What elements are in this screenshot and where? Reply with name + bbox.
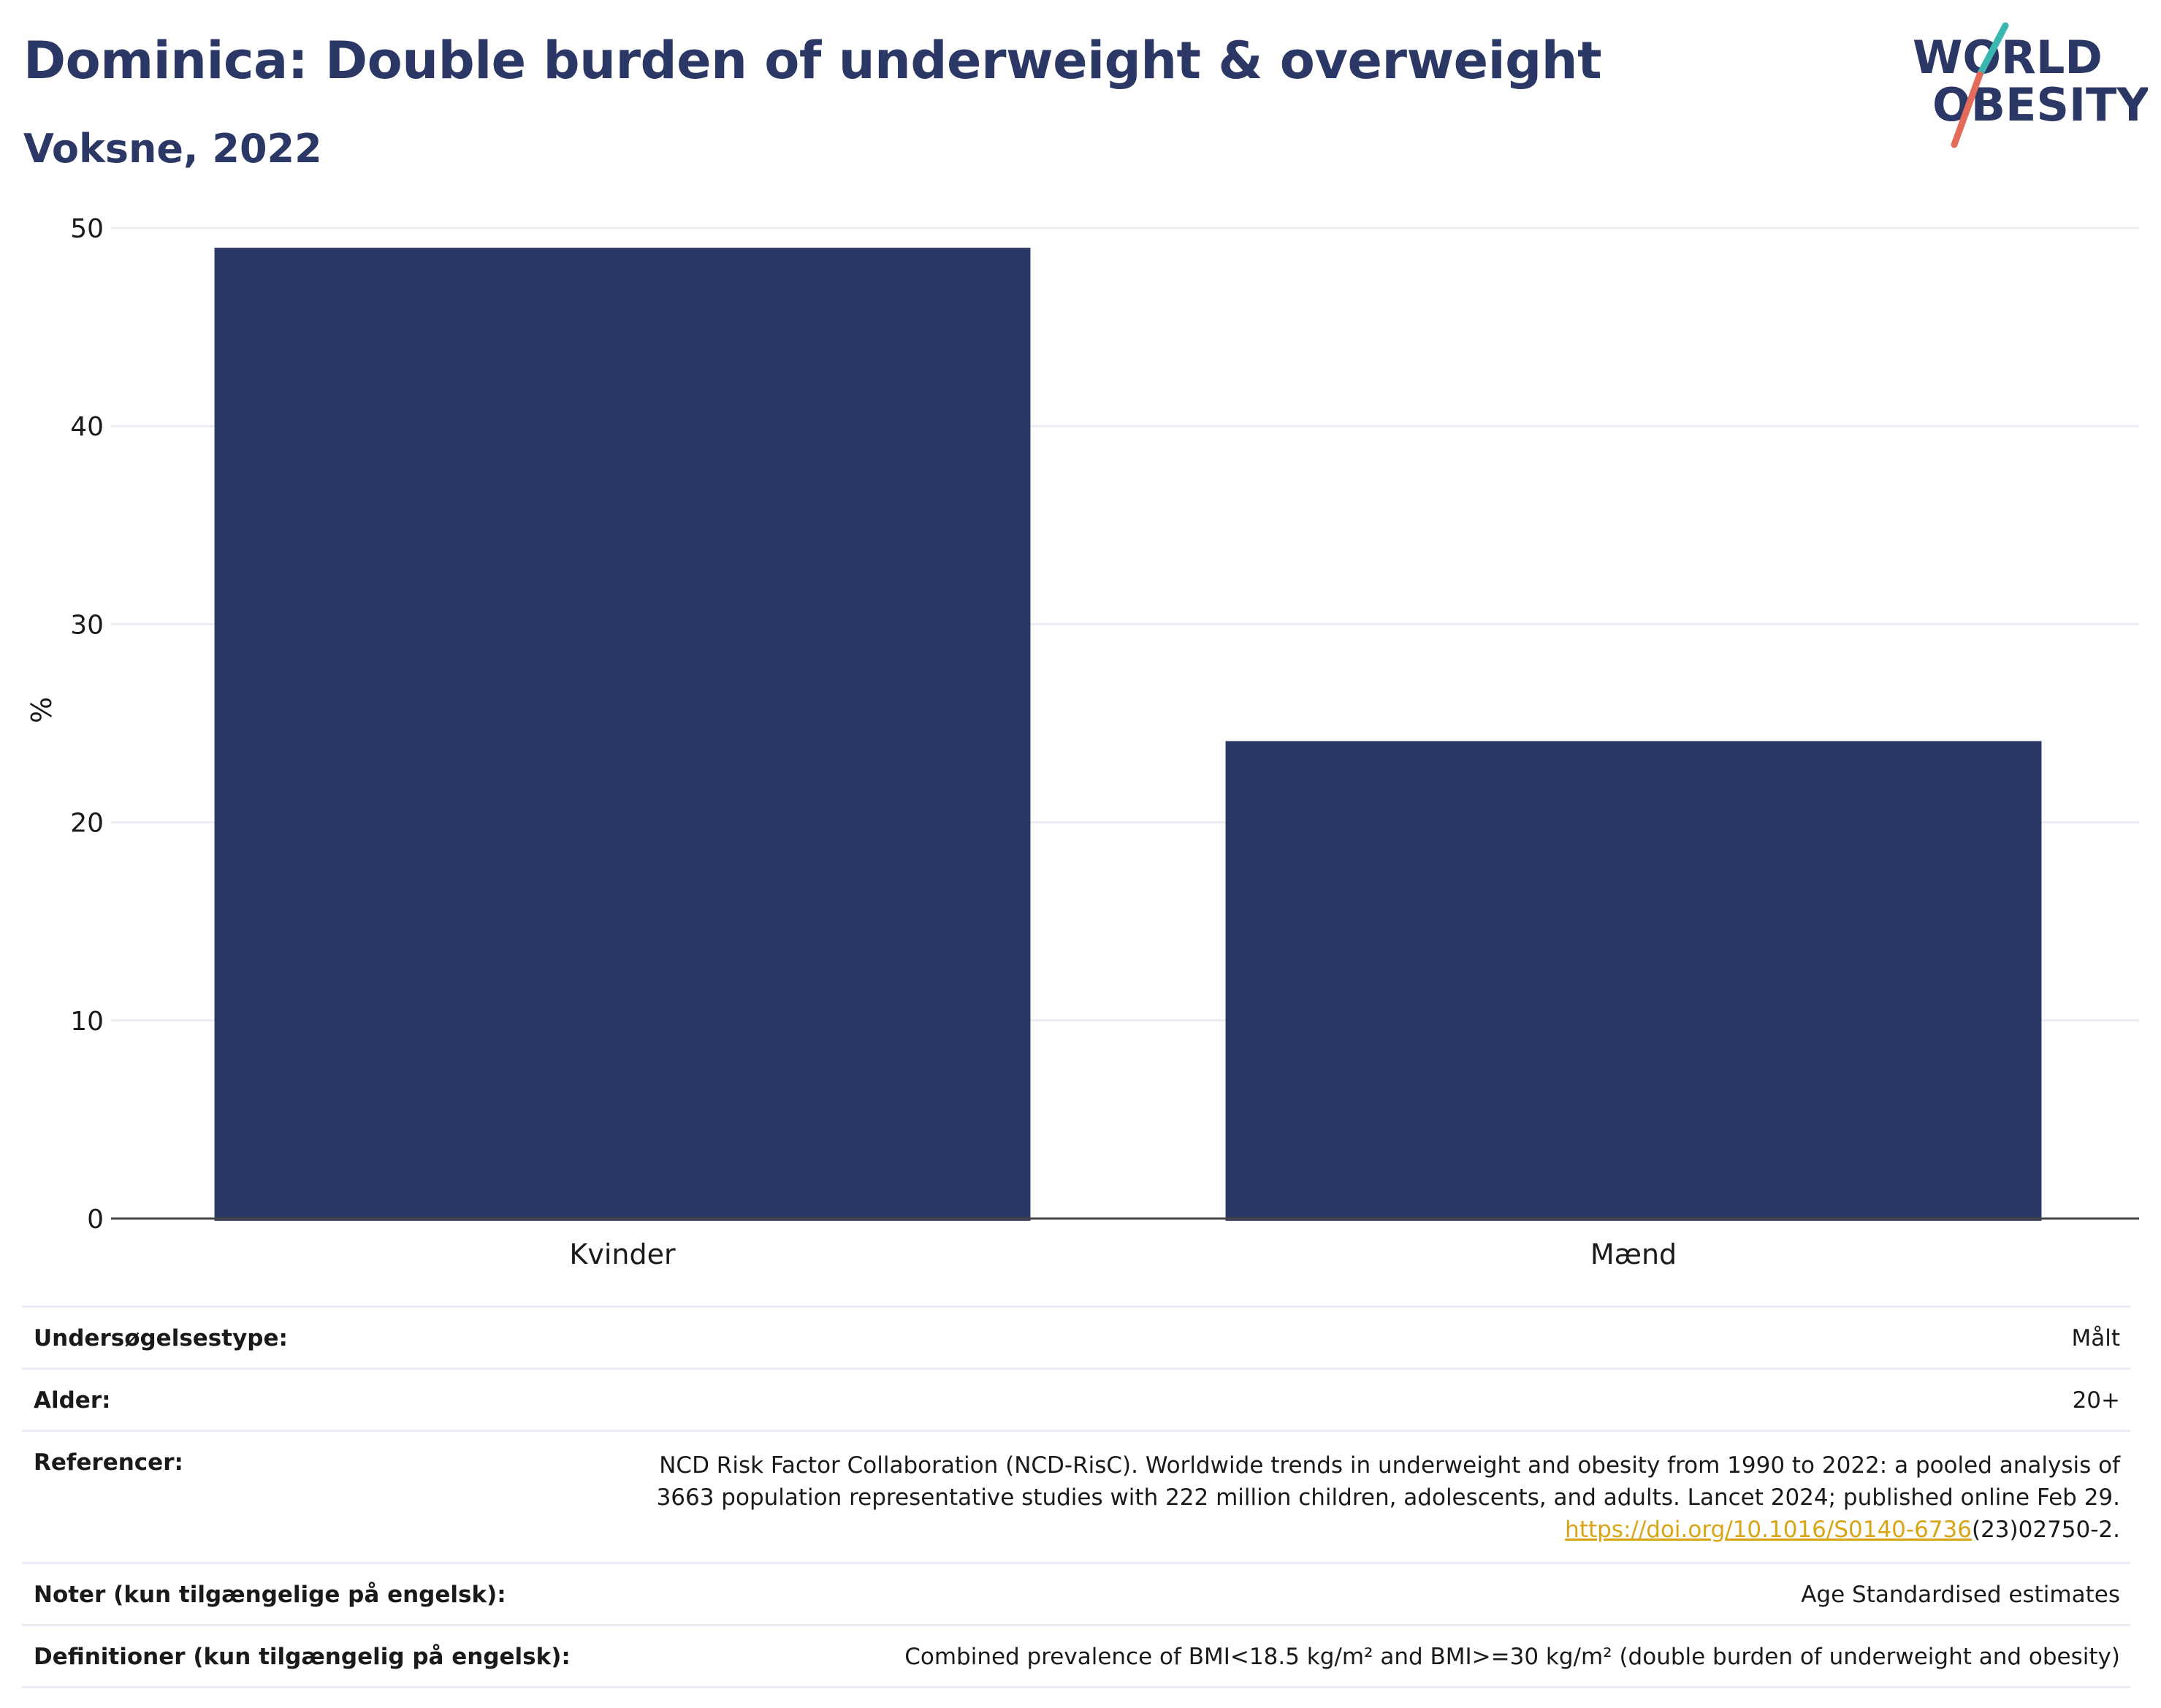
meta-value: NCD Risk Factor Collaboration (NCD-RisC)… <box>657 1449 2120 1546</box>
logo-slash-bottom <box>1951 71 1983 148</box>
y-tick-label: 20 <box>70 809 104 839</box>
bar-chart: 0 10 20 30 40 50 Kvinder Mænd % <box>26 214 2139 1270</box>
bar-kvinder <box>214 248 1031 1221</box>
meta-label: Noter (kun tilgængelige på engelsk): <box>34 1582 506 1608</box>
reference-line-1: NCD Risk Factor Collaboration (NCD-RisC)… <box>659 1452 2120 1479</box>
meta-row-references: Referencer: NCD Risk Factor Collaboratio… <box>22 1430 2130 1562</box>
logo-slash-top <box>1976 22 2009 78</box>
meta-label: Referencer: <box>34 1449 183 1476</box>
y-tick-label: 40 <box>70 412 104 442</box>
x-tick-labels: Kvinder Mænd <box>569 1238 1677 1270</box>
y-tick-label: 10 <box>70 1007 104 1037</box>
reference-doi-link[interactable]: https://doi.org/10.1016/S0140-6736 <box>1565 1517 1972 1543</box>
meta-value: Målt <box>2071 1325 2120 1351</box>
meta-row-survey-type: Undersøgelsestype: Målt <box>22 1305 2130 1368</box>
x-tick-label: Mænd <box>1590 1238 1677 1270</box>
chart-subtitle: Voksne, 2022 <box>23 126 322 172</box>
y-axis-label: % <box>26 697 58 723</box>
meta-label: Undersøgelsestype: <box>34 1325 288 1351</box>
meta-label: Definitioner (kun tilgængelig på engelsk… <box>34 1644 571 1670</box>
y-tick-label: 0 <box>87 1205 104 1235</box>
x-tick-label: Kvinder <box>569 1238 676 1270</box>
meta-value: Age Standardised estimates <box>1801 1582 2120 1608</box>
meta-value: 20+ <box>2072 1387 2120 1414</box>
chart-title: Dominica: Double burden of underweight &… <box>23 31 1602 91</box>
y-tick-label: 50 <box>70 214 104 244</box>
meta-label: Alder: <box>34 1387 111 1414</box>
bars <box>214 248 2042 1221</box>
meta-row-notes: Noter (kun tilgængelige på engelsk): Age… <box>22 1562 2130 1624</box>
logo-line1: WORLD <box>1913 31 2103 84</box>
meta-value: Combined prevalence of BMI<18.5 kg/m² an… <box>904 1644 2120 1670</box>
world-obesity-logo: WORLD OBESITY <box>1913 22 2148 148</box>
bar-maend <box>1225 741 2042 1221</box>
reference-line-2: 3663 population representative studies w… <box>656 1484 2120 1511</box>
y-tick-labels: 0 10 20 30 40 50 <box>70 214 104 1235</box>
meta-row-age: Alder: 20+ <box>22 1368 2130 1430</box>
meta-row-definitions: Definitioner (kun tilgængelig på engelsk… <box>22 1624 2130 1688</box>
reference-doi-suffix: (23)02750-2. <box>1971 1517 2120 1543</box>
metadata-table: Undersøgelsestype: Målt Alder: 20+ Refer… <box>22 1305 2130 1688</box>
y-tick-label: 30 <box>70 610 104 640</box>
